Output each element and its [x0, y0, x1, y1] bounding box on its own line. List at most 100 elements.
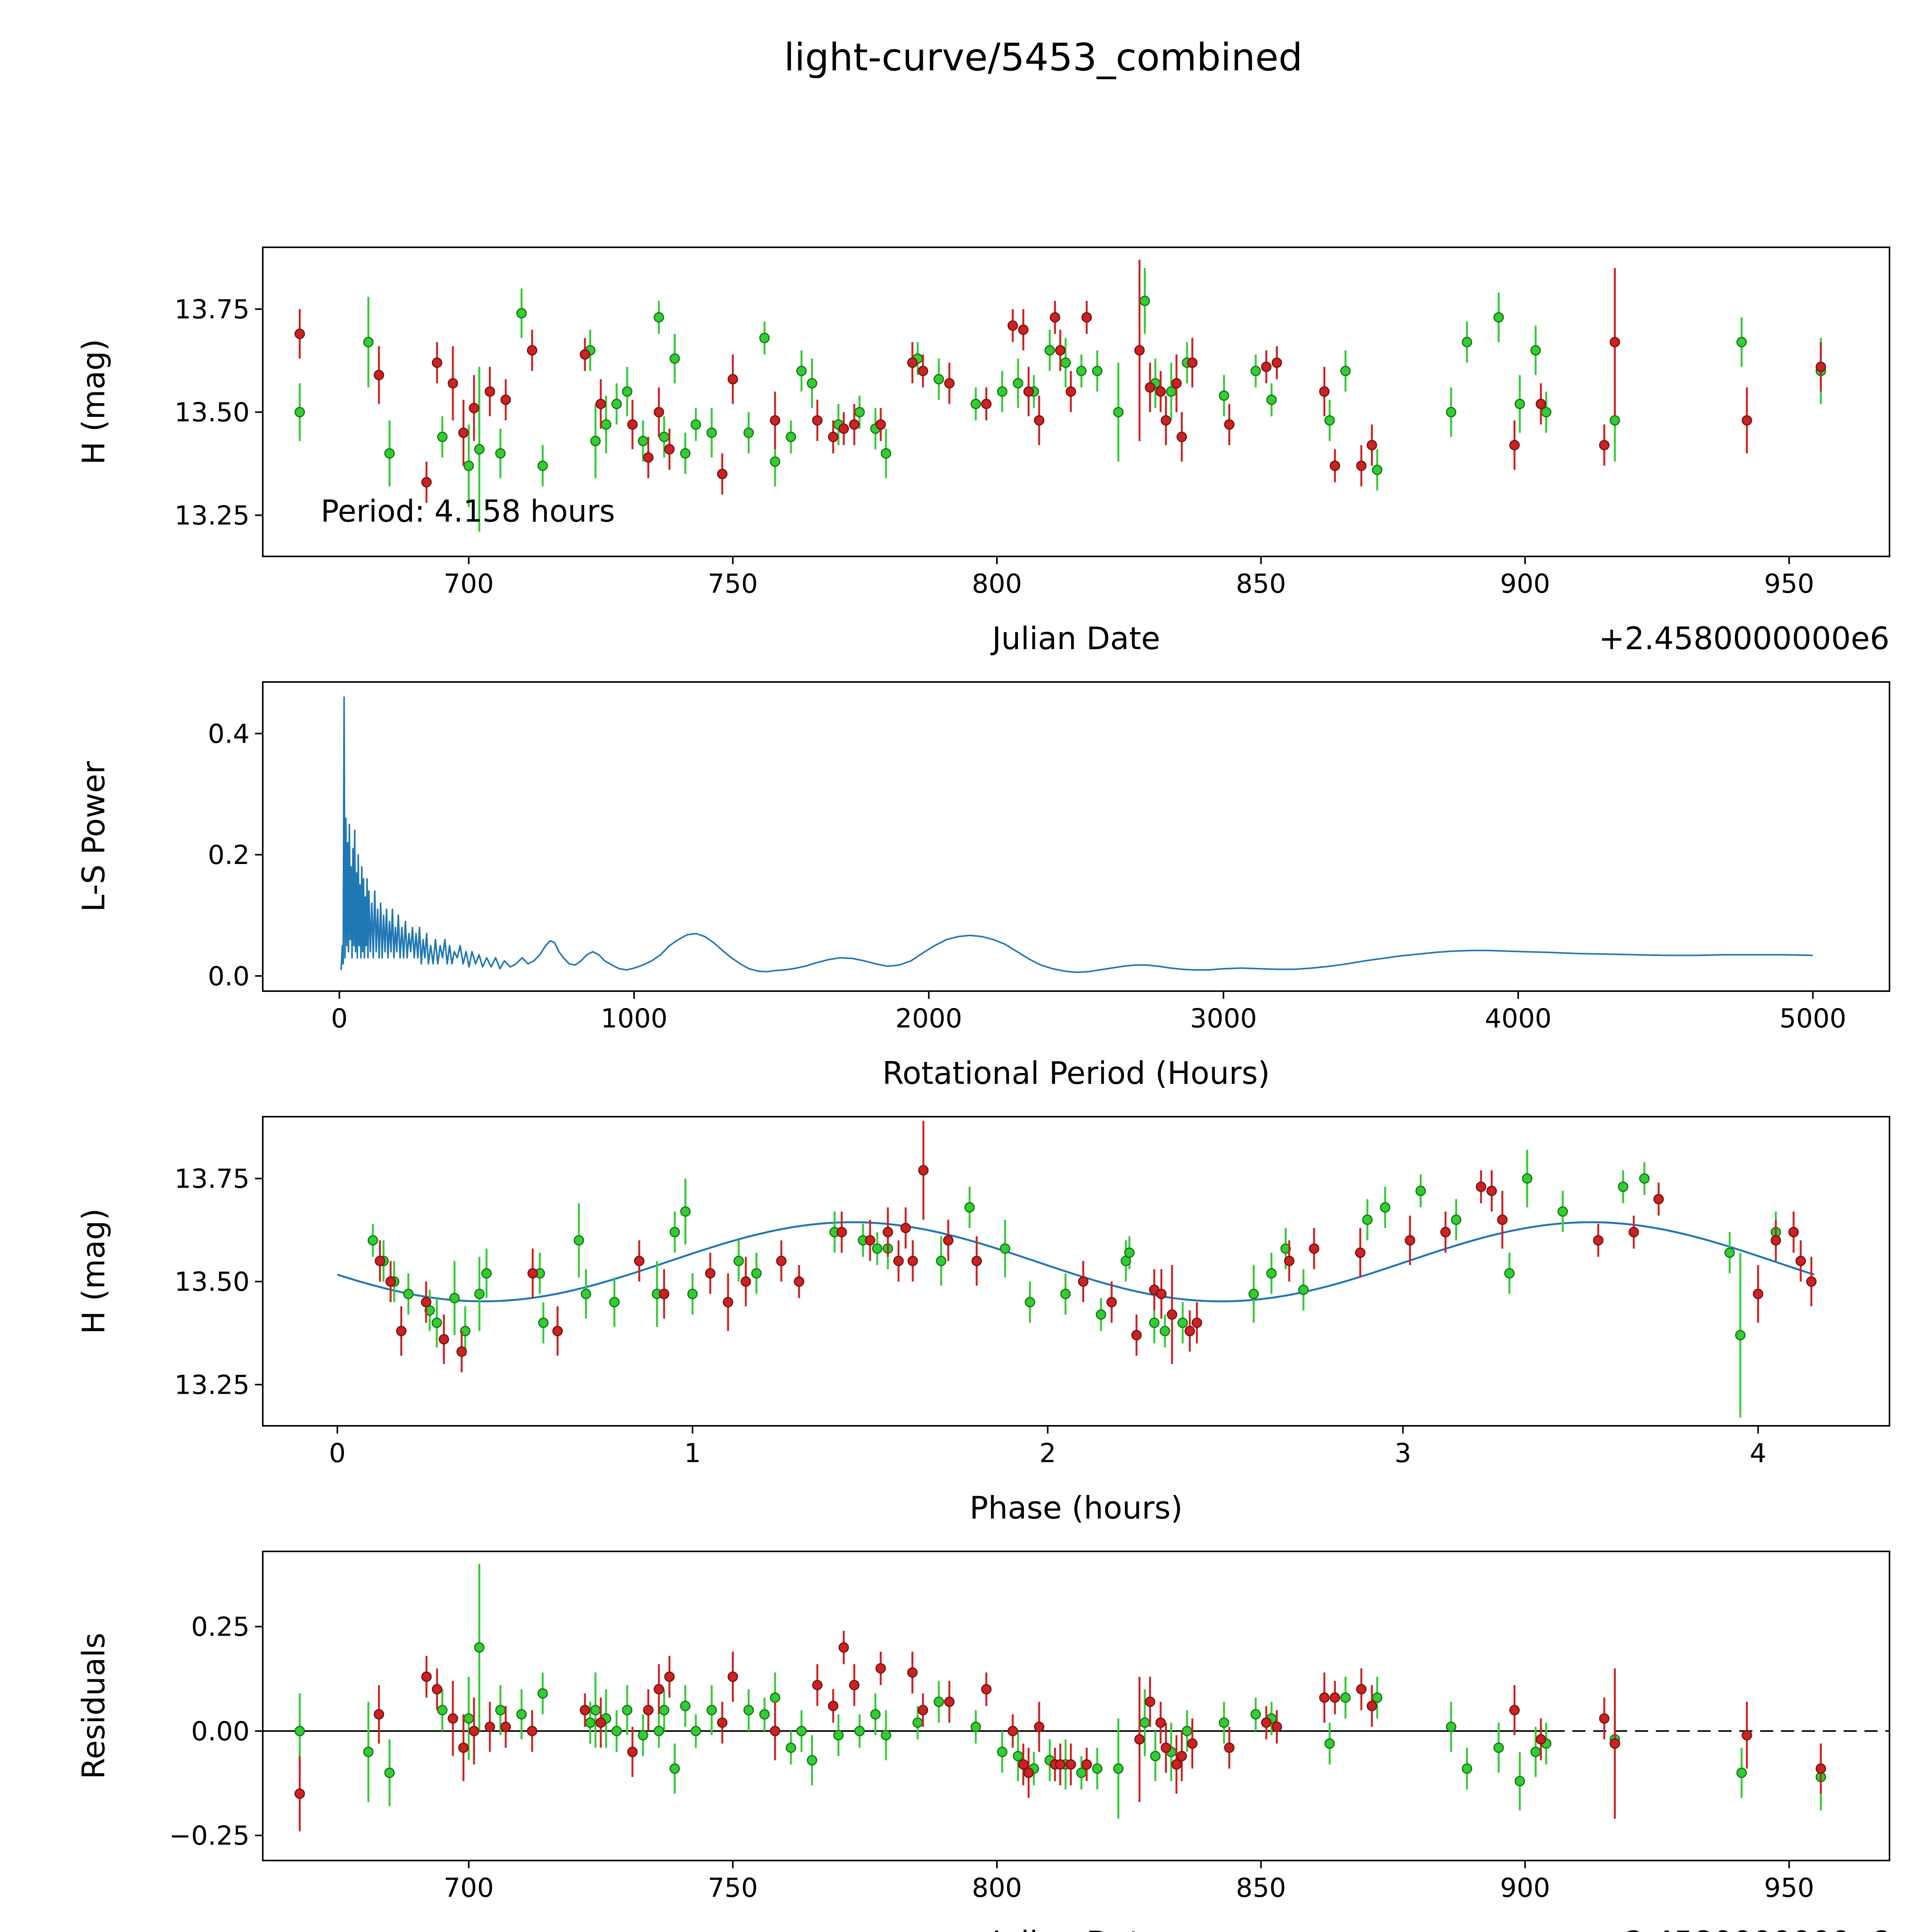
data-point [1060, 357, 1071, 368]
data-point [294, 407, 305, 418]
x-axis-label: Julian Date [990, 1925, 1160, 1932]
data-point [1192, 1317, 1202, 1328]
data-point [449, 1293, 460, 1303]
data-point [1155, 1717, 1166, 1728]
data-point [1362, 1214, 1373, 1225]
data-point [770, 1726, 781, 1736]
data-point [1171, 1759, 1182, 1770]
x-tick-label: 1000 [600, 1003, 667, 1034]
data-point [456, 1346, 467, 1357]
data-point [653, 1684, 664, 1695]
data-point [1530, 1747, 1541, 1757]
data-point [770, 415, 781, 426]
axes-spines [262, 1551, 1890, 1861]
series-green-points [367, 1150, 1781, 1418]
data-point [469, 1726, 480, 1736]
data-point [875, 419, 886, 430]
data-point [1150, 1751, 1161, 1762]
data-point [943, 1235, 954, 1246]
data-point [1330, 460, 1340, 471]
y-tick-label: 0.00 [191, 1716, 250, 1747]
data-point [881, 1730, 891, 1741]
data-point [1007, 1726, 1018, 1736]
data-point [918, 366, 929, 376]
data-point [1250, 1709, 1261, 1720]
data-point [1461, 337, 1472, 347]
data-point [717, 469, 728, 480]
data-point [580, 1705, 590, 1716]
data-point [1530, 345, 1541, 356]
data-point [664, 1671, 675, 1682]
data-point [659, 1705, 670, 1716]
data-point [1124, 1247, 1135, 1258]
data-point [828, 1701, 838, 1711]
data-point [1355, 1247, 1366, 1258]
data-point [495, 1705, 506, 1716]
data-point [723, 1297, 733, 1308]
data-point [638, 1730, 648, 1741]
data-point [1806, 1276, 1817, 1287]
data-point [516, 308, 527, 319]
data-point [1187, 1738, 1198, 1749]
data-point [439, 1334, 449, 1345]
data-point [883, 1227, 893, 1238]
data-point [463, 460, 474, 471]
data-point [1018, 1759, 1029, 1770]
data-point [900, 1223, 911, 1233]
data-point [1160, 1742, 1171, 1753]
y-axis-label: L-S Power [76, 761, 112, 912]
data-point [1248, 1289, 1259, 1299]
plot-area [263, 682, 1889, 991]
data-point [396, 1326, 406, 1337]
axes-spines [262, 247, 1890, 557]
data-point [770, 1692, 781, 1703]
data-point [437, 1705, 448, 1716]
data-point [495, 448, 506, 459]
x-tick-label: 0 [329, 1438, 345, 1469]
data-point [653, 1726, 664, 1736]
data-point [907, 1255, 918, 1266]
data-point [1356, 1684, 1367, 1695]
x-tick-label: 950 [1764, 1873, 1814, 1903]
data-point [944, 1696, 955, 1707]
data-point [1461, 1763, 1472, 1774]
data-point [669, 1227, 680, 1238]
data-point [1736, 337, 1747, 347]
data-point [1593, 1235, 1604, 1246]
x-tick-label: 700 [444, 569, 494, 599]
data-point [653, 407, 664, 418]
data-point [1639, 1173, 1650, 1184]
y-tick-label: 13.75 [174, 294, 250, 325]
data-point [759, 1709, 770, 1720]
data-point [728, 374, 738, 384]
data-point [1139, 1717, 1150, 1728]
fit-curve [337, 1221, 1815, 1303]
data-point [537, 1688, 548, 1699]
x-tick-label: 4000 [1485, 1003, 1551, 1034]
data-point [807, 1755, 818, 1766]
data-point [611, 1726, 622, 1736]
data-point [447, 378, 458, 389]
series-red-points [294, 1631, 1826, 1832]
data-point [1060, 1289, 1071, 1299]
data-point [432, 1684, 442, 1695]
data-point [796, 1726, 807, 1736]
data-point [1076, 366, 1087, 376]
data-point [907, 1667, 918, 1678]
data-point [516, 1709, 527, 1720]
data-point [1224, 419, 1235, 430]
data-point [1770, 1235, 1781, 1246]
series-green-points [294, 268, 1826, 532]
data-point [1261, 1717, 1272, 1728]
data-point [944, 378, 955, 389]
data-point [1266, 1268, 1277, 1279]
data-point [527, 1726, 537, 1736]
data-point [458, 1742, 469, 1753]
data-point [1167, 1309, 1177, 1320]
data-point [1156, 1289, 1167, 1299]
data-point [1023, 1767, 1034, 1778]
period-annotation: Period: 4.158 hours [321, 494, 615, 529]
data-point [1476, 1181, 1486, 1192]
data-point [706, 1705, 717, 1716]
